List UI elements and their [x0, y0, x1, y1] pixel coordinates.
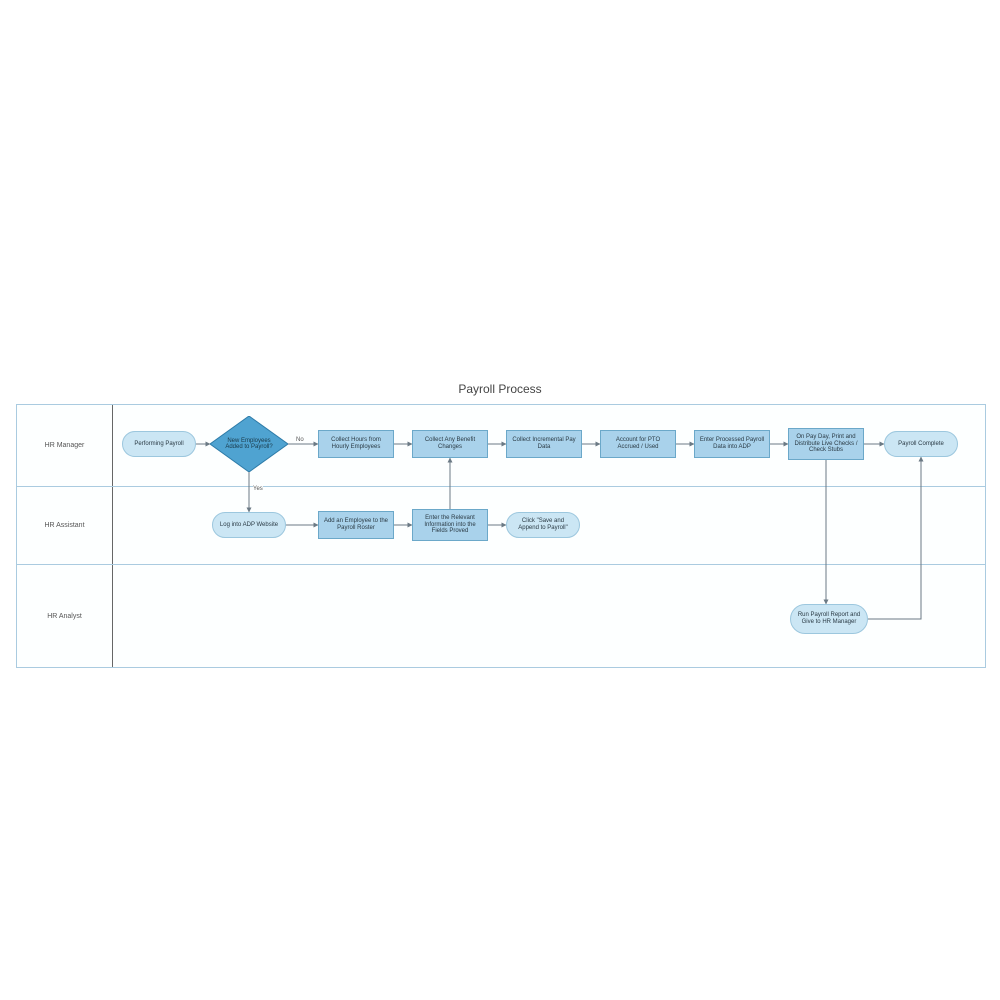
node-a3: Enter the Relevant Information into the … — [412, 509, 488, 541]
lane-label: HR Analyst — [17, 565, 113, 667]
node-a4: Click "Save and Append to Payroll" — [506, 512, 580, 538]
node-dec: New Employees Added to Payroll? — [210, 416, 288, 472]
node-p4: Account for PTO Accrued / Used — [600, 430, 676, 458]
edge-label: No — [296, 437, 304, 443]
node-a1: Log into ADP Website — [212, 512, 286, 538]
lane-label: HR Assistant — [17, 487, 113, 564]
node-label: New Employees Added to Payroll? — [210, 416, 288, 472]
edge-label: Yes — [253, 486, 263, 492]
node-end: Payroll Complete — [884, 431, 958, 457]
lane-hr-assistant: HR Assistant — [17, 487, 985, 565]
node-p3: Collect Incremental Pay Data — [506, 430, 582, 458]
lane-label: HR Manager — [17, 405, 113, 486]
node-start: Performing Payroll — [122, 431, 196, 457]
node-p6: On Pay Day, Print and Distribute Live Ch… — [788, 428, 864, 460]
diagram-canvas: Payroll Process HR Manager HR Assistant … — [0, 0, 1000, 1000]
node-p1: Collect Hours from Hourly Employees — [318, 430, 394, 458]
node-n1: Run Payroll Report and Give to HR Manage… — [790, 604, 868, 634]
node-p5: Enter Processed Payroll Data into ADP — [694, 430, 770, 458]
node-a2: Add an Employee to the Payroll Roster — [318, 511, 394, 539]
node-p2: Collect Any Benefit Changes — [412, 430, 488, 458]
diagram-title: Payroll Process — [0, 382, 1000, 396]
